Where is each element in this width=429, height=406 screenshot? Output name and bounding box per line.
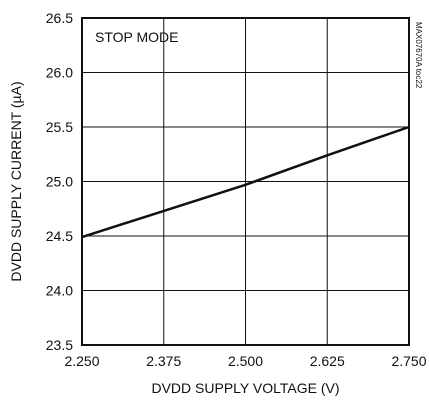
x-axis-label: DVDD SUPPLY VOLTAGE (V) xyxy=(151,380,339,396)
grid xyxy=(82,18,409,345)
x-tick-label: 2.750 xyxy=(391,353,426,369)
y-tick-labels: 23.5 24.0 24.5 25.0 25.5 26.0 26.5 xyxy=(46,10,73,353)
y-tick-label: 24.0 xyxy=(46,283,73,299)
stop-mode-annotation: STOP MODE xyxy=(95,29,179,45)
y-tick-label: 24.5 xyxy=(46,228,73,244)
x-tick-label: 2.500 xyxy=(228,353,263,369)
x-tick-label: 2.250 xyxy=(64,353,99,369)
figure-code: MAX07670A toc22 xyxy=(414,22,423,89)
x-tick-label: 2.625 xyxy=(310,353,345,369)
y-axis-label: DVDD SUPPLY CURRENT (µA) xyxy=(8,81,24,281)
x-tick-labels: 2.250 2.375 2.500 2.625 2.750 xyxy=(64,353,426,369)
plot-frame xyxy=(81,17,410,346)
series-line xyxy=(81,125,410,239)
y-tick-label: 25.0 xyxy=(46,174,73,190)
y-tick-label: 26.0 xyxy=(46,65,73,81)
y-tick-label: 26.5 xyxy=(46,10,73,26)
y-tick-label: 25.5 xyxy=(46,119,73,135)
series-lines xyxy=(81,125,410,239)
x-tick-label: 2.375 xyxy=(146,353,181,369)
y-tick-label: 23.5 xyxy=(46,337,73,353)
